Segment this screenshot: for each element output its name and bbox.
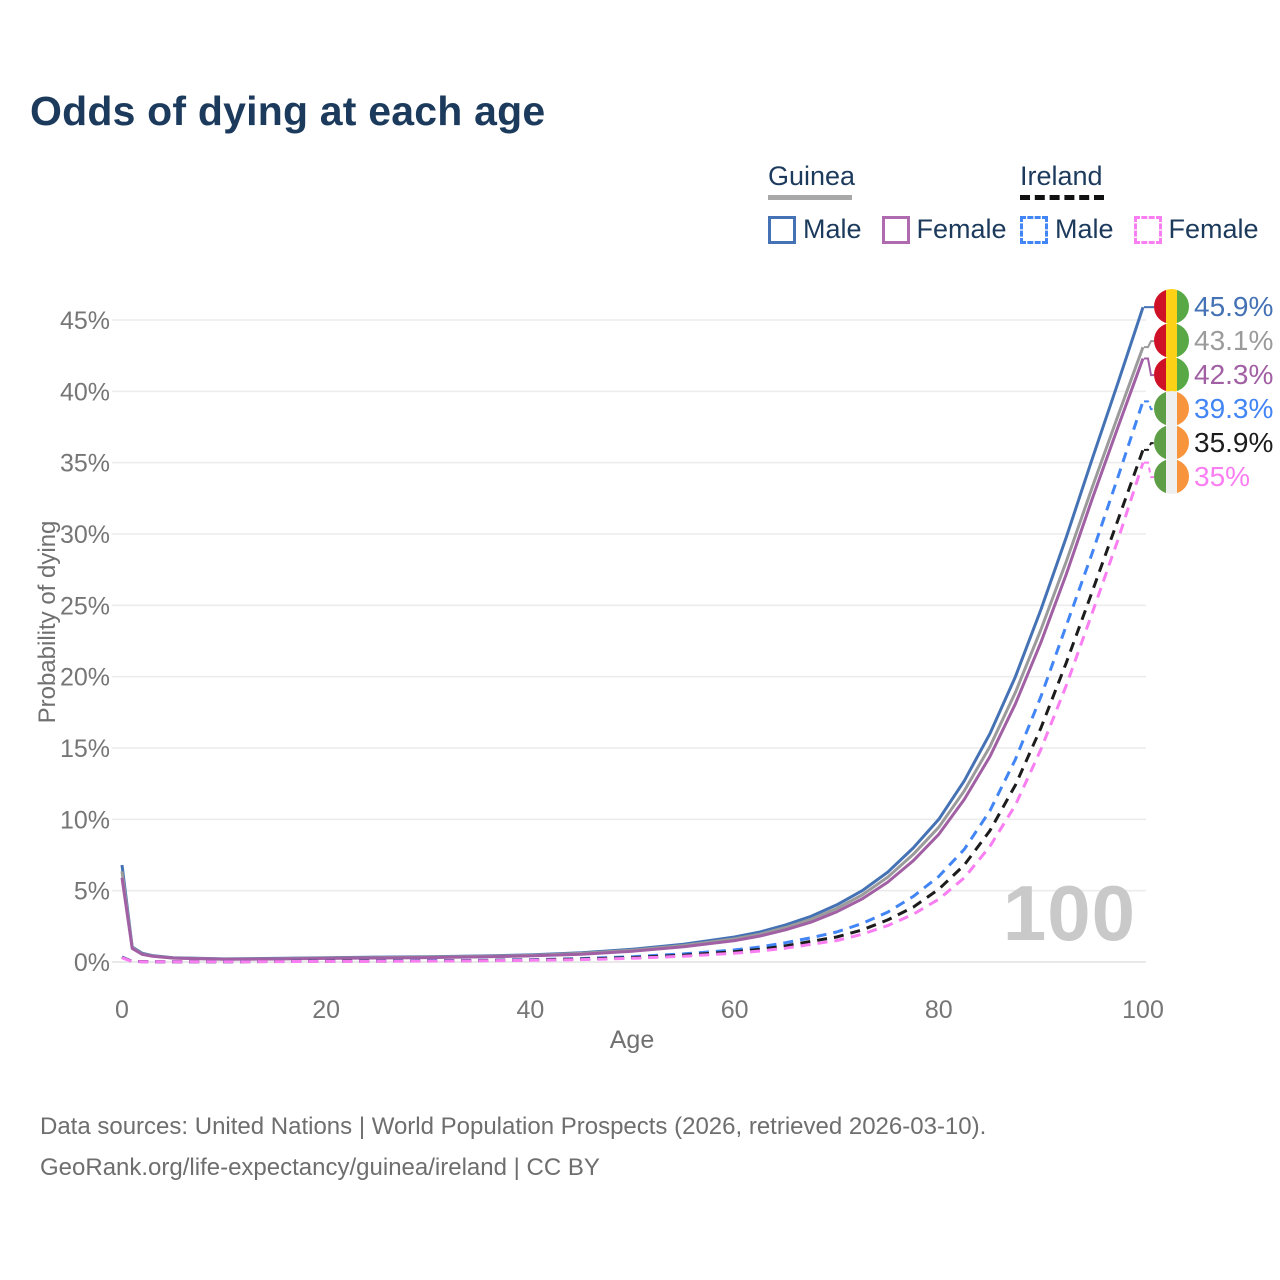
legend-item-label: Male xyxy=(803,214,862,244)
legend-group-ireland: Ireland Male Female xyxy=(1020,161,1279,245)
x-tick-label: 60 xyxy=(721,996,749,1024)
legend-country-header[interactable]: Guinea xyxy=(768,161,1027,200)
x-tick-label: 0 xyxy=(115,996,129,1024)
x-tick-label: 40 xyxy=(516,996,544,1024)
y-tick-label: 20% xyxy=(60,664,110,692)
ireland-female-swatch-icon xyxy=(1133,215,1162,244)
y-tick-label: 45% xyxy=(60,307,110,335)
source-line: Data sources: United Nations | World Pop… xyxy=(40,1113,987,1140)
guinea-line-sample xyxy=(768,195,852,200)
series-line-guinea-female xyxy=(120,357,1145,961)
guinea-male-swatch-icon xyxy=(768,215,796,244)
series-line-ireland-all xyxy=(121,449,1145,964)
y-tick-label: 30% xyxy=(60,521,110,549)
y-tick-label: 0% xyxy=(74,949,110,977)
legend-country-label-guinea: Guinea xyxy=(768,161,856,191)
ireland-male-swatch-icon xyxy=(1020,215,1048,244)
chart-canvas: 0% 5% 10% 15% 20% 25% 30% 35% 40% 45% 0 20 40 60 80 100 xyxy=(60,306,1164,1024)
legend-item-label: Female xyxy=(1168,214,1259,244)
legend-item-guinea-male[interactable]: Male xyxy=(768,214,862,245)
source-attribution: Data sources: United Nations | World Pop… xyxy=(40,1106,986,1188)
y-tick-label: 15% xyxy=(60,735,110,763)
legend-items-guinea: Male Female xyxy=(768,214,1027,245)
x-tick-label: 80 xyxy=(925,996,953,1024)
age-watermark: 100 xyxy=(1002,869,1136,957)
legend-country-header[interactable]: Ireland xyxy=(1020,161,1279,200)
source-link-line: GeoRank.org/life-expectancy/guinea/irela… xyxy=(40,1154,600,1181)
legend-item-ireland-male[interactable]: Male xyxy=(1020,214,1114,245)
y-axis-title: Probability of dying xyxy=(34,520,61,724)
y-tick-label: 35% xyxy=(60,450,110,478)
end-label-leader xyxy=(1144,357,1154,377)
series-line-guinea-all xyxy=(120,346,1145,961)
y-tick-label: 25% xyxy=(60,592,110,620)
x-axis-title: Age xyxy=(609,1026,655,1054)
end-label-leader xyxy=(1144,461,1154,479)
end-label-leader xyxy=(1144,400,1154,411)
y-tick-label: 10% xyxy=(60,806,110,834)
series-line-ireland-male xyxy=(121,400,1145,964)
x-tick-label: 20 xyxy=(312,996,340,1024)
legend-country-label-ireland: Ireland xyxy=(1020,161,1103,191)
legend-item-ireland-female[interactable]: Female xyxy=(1133,214,1259,245)
ireland-line-sample xyxy=(1020,195,1104,200)
page-title: Odds of dying at each age xyxy=(30,88,546,134)
legend-item-label: Female xyxy=(916,214,1007,244)
legend: Guinea Male Female Ireland xyxy=(0,0,1280,250)
y-tick-label: 5% xyxy=(74,878,110,906)
legend-group-guinea: Guinea Male Female xyxy=(768,161,1027,245)
legend-items-ireland: Male Female xyxy=(1020,214,1279,245)
series-line-guinea-male xyxy=(120,306,1145,961)
legend-item-guinea-female[interactable]: Female xyxy=(881,214,1007,245)
end-label-leader xyxy=(1144,442,1154,451)
series-line-ireland-female xyxy=(121,462,1145,964)
y-tick-label: 40% xyxy=(60,378,110,406)
end-label-leader xyxy=(1144,340,1154,349)
legend-item-label: Male xyxy=(1055,214,1114,244)
x-tick-label: 100 xyxy=(1122,996,1164,1024)
guinea-female-swatch-icon xyxy=(881,215,910,244)
